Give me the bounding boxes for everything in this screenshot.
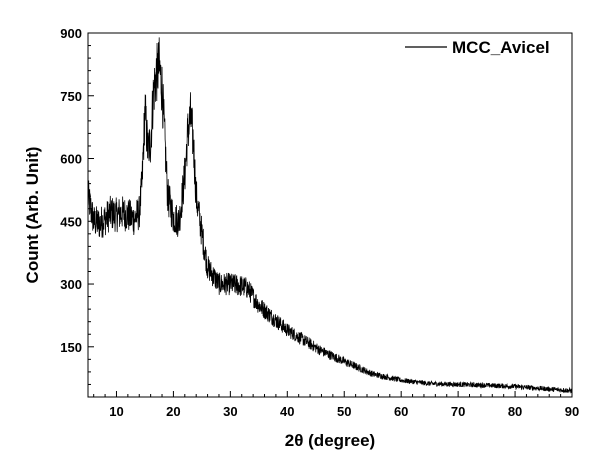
- legend: MCC_Avicel: [405, 38, 550, 57]
- x-tick-label: 70: [451, 404, 465, 419]
- y-tick-label: 900: [60, 26, 82, 41]
- y-axis-ticks: 150 300 450 600 750 900: [60, 26, 94, 385]
- x-tick-label: 30: [223, 404, 237, 419]
- series-layer: [87, 37, 573, 394]
- plot-frame: [87, 32, 573, 398]
- y-tick-label: 150: [60, 340, 82, 355]
- y-axis-title: Count (Arb. Unit): [23, 147, 42, 284]
- legend-label: MCC_Avicel: [452, 38, 550, 57]
- x-tick-label: 50: [337, 404, 351, 419]
- y-tick-label: 750: [60, 89, 82, 104]
- x-tick-label: 90: [565, 404, 579, 419]
- y-tick-label: 600: [60, 152, 82, 167]
- axes: [87, 32, 573, 398]
- y-tick-label: 450: [60, 214, 82, 229]
- x-tick-label: 60: [394, 404, 408, 419]
- x-axis-title: 2θ (degree): [285, 431, 375, 450]
- series-line-mcc-avicel: [87, 37, 573, 394]
- x-tick-label: 10: [109, 404, 123, 419]
- y-tick-label: 300: [60, 277, 82, 292]
- x-axis-ticks: 10 20 30 40 50 60 70 80 90: [93, 391, 579, 419]
- x-tick-label: 40: [280, 404, 294, 419]
- x-tick-label: 80: [508, 404, 522, 419]
- x-tick-label: 20: [166, 404, 180, 419]
